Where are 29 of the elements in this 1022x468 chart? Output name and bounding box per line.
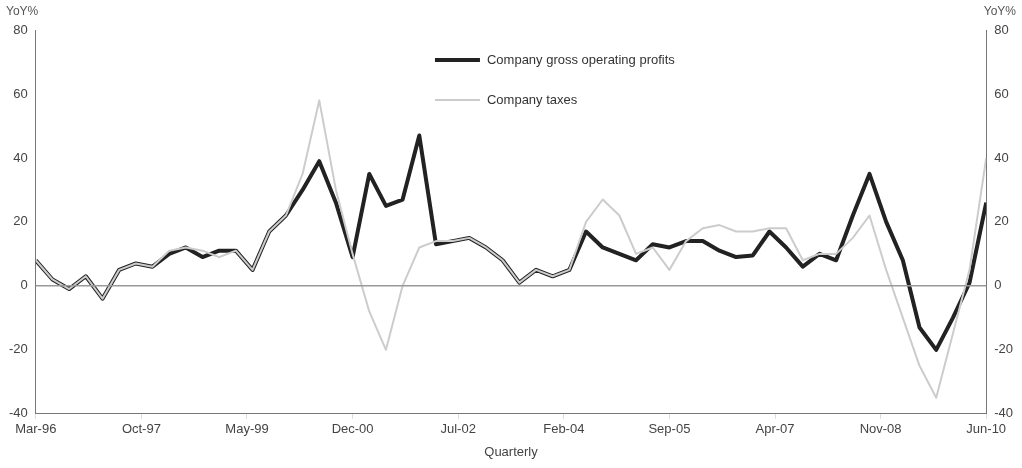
y-tick-label: 20 xyxy=(13,213,28,229)
x-tick-label: Jul-02 xyxy=(440,421,476,437)
legend-label: Company gross operating profits xyxy=(486,51,676,67)
x-tick-label: May-99 xyxy=(225,421,269,437)
y2-tick-label: 80 xyxy=(994,21,1009,37)
y2-tick-label: 40 xyxy=(994,149,1009,165)
x-tick-label: Feb-04 xyxy=(543,421,585,437)
y2-axis-title: YoY% xyxy=(983,4,1017,19)
y-axis-title: YoY% xyxy=(6,4,39,19)
y-tick-label: 0 xyxy=(20,277,28,293)
legend-label: Company taxes xyxy=(486,91,578,107)
y-tick-label: -40 xyxy=(8,405,28,421)
y2-tick-label: 60 xyxy=(994,85,1009,101)
y2-tick-label: 0 xyxy=(994,277,1002,293)
y-tick-label: -20 xyxy=(8,341,28,357)
x-tick-label: Nov-08 xyxy=(859,421,902,437)
x-tick-label: Jun-10 xyxy=(966,421,1007,437)
y2-tick-label: 20 xyxy=(994,213,1009,229)
x-tick-label: Sep-05 xyxy=(648,421,691,437)
x-tick-label: Mar-96 xyxy=(15,421,57,437)
x-tick-label: Dec-00 xyxy=(331,421,374,437)
x-tick-label: Apr-07 xyxy=(755,421,795,437)
x-tick-label: Oct-97 xyxy=(121,421,161,437)
y-tick-label: 80 xyxy=(13,21,28,37)
y2-tick-label: -40 xyxy=(994,405,1014,421)
y-tick-label: 60 xyxy=(13,85,28,101)
y2-tick-label: -20 xyxy=(994,341,1014,357)
x-axis-title: Quarterly xyxy=(484,443,539,459)
y-tick-label: 40 xyxy=(13,149,28,165)
